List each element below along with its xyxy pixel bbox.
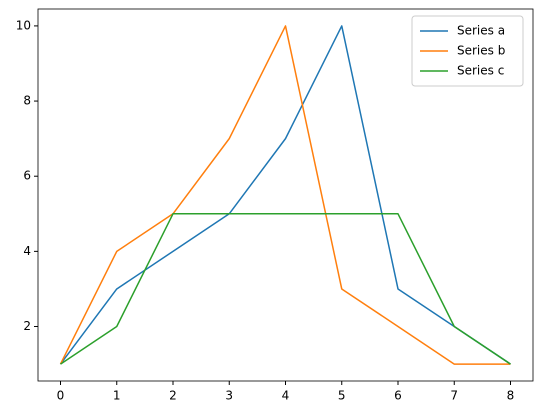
x-tick-label: 0: [57, 389, 65, 403]
x-tick-label: 5: [338, 389, 346, 403]
x-tick-label: 8: [507, 389, 515, 403]
legend-label: Series b: [457, 44, 505, 58]
y-tick-label: 4: [23, 244, 31, 258]
series-line: [60, 213, 511, 365]
y-tick-label: 10: [16, 18, 31, 32]
x-tick-label: 1: [113, 389, 121, 403]
y-tick-label: 2: [23, 319, 31, 333]
x-tick-label: 2: [169, 389, 177, 403]
x-tick-label: 4: [282, 389, 290, 403]
plot-frame: [37, 8, 534, 382]
x-tick-label: 7: [450, 389, 458, 403]
legend-box: [411, 15, 524, 87]
y-tick-label: 6: [23, 169, 31, 183]
series-line: [59, 25, 511, 365]
legend-label: Series c: [457, 64, 504, 78]
x-tick-label: 3: [225, 389, 233, 403]
series-line: [59, 25, 511, 365]
x-tick-label: 6: [394, 389, 402, 403]
y-tick-label: 8: [23, 94, 31, 108]
legend-label: Series a: [457, 24, 505, 38]
